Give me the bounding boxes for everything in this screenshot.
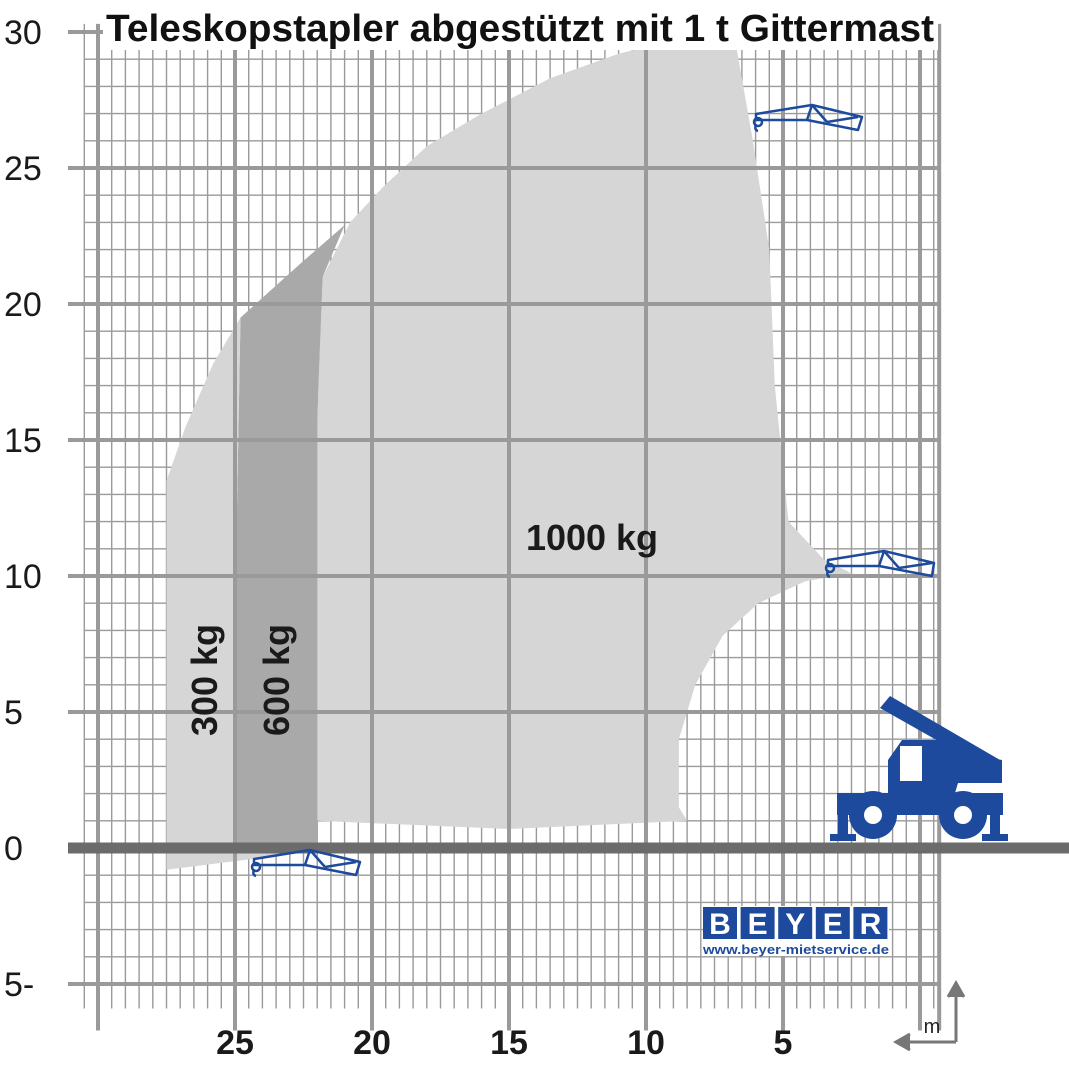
major-grid [68, 23, 942, 1031]
title-background [103, 4, 938, 50]
x-axis-ticks: 25 20 15 10 5 [216, 1024, 792, 1062]
zone-1000-kg [317, 32, 852, 829]
y-tick-label: 15 [4, 422, 42, 460]
logo-url: www.beyer-mietservice.de [702, 942, 889, 957]
x-tick-label: 25 [216, 1024, 254, 1062]
logo-letter: R [860, 908, 882, 941]
logo-letter: B [709, 908, 731, 941]
y-tick-label: 5 [4, 694, 23, 732]
logo-letter: E [748, 908, 768, 941]
logo-letter-box [778, 907, 813, 939]
x-tick-label: 5 [774, 1024, 793, 1062]
hook-icon [824, 549, 936, 579]
logo-letter-box [740, 907, 775, 939]
y-tick-background [0, 967, 62, 1001]
chart-title: Teleskopstapler abgestützt mit 1 t Gitte… [106, 8, 934, 50]
y-tick-label: 20 [4, 286, 42, 324]
y-tick-background [0, 695, 62, 729]
logo-letter-box [815, 907, 850, 939]
hook-icon [250, 848, 362, 878]
logo-letter: E [823, 908, 843, 941]
x-axis-unit: m [924, 1016, 941, 1038]
x-tick-label: 15 [490, 1024, 528, 1062]
zone-label-600: 600 kg [256, 624, 297, 736]
y-tick-background [0, 287, 62, 321]
axis-arrow-icon [892, 979, 966, 1052]
zone-600-kg [235, 225, 345, 849]
logo-letter-box [853, 907, 888, 939]
y-tick-background [0, 831, 62, 865]
zone-label-1000: 1000 kg [526, 517, 658, 558]
y-tick-label: 10 [4, 558, 42, 596]
y-tick-label: 5- [4, 966, 34, 1004]
y-tick-label: 25 [4, 150, 42, 188]
zone-300-kg [166, 317, 318, 870]
y-tick-label: 30 [4, 14, 42, 52]
y-tick-label: 0 [4, 830, 23, 868]
y-tick-background [0, 15, 62, 49]
logo-letter-box [703, 907, 737, 939]
y-tick-background [0, 151, 62, 185]
logo-letter: Y [785, 908, 805, 941]
y-tick-background [0, 559, 62, 593]
load-zones [166, 32, 852, 870]
hook-icon [752, 103, 864, 133]
y-tick-background [0, 423, 62, 457]
x-tick-label: 20 [353, 1024, 391, 1062]
telehandler-icon [830, 696, 1008, 841]
x-tick-label: 10 [627, 1024, 665, 1062]
y-axis-ticks: 30 25 20 15 10 5 0 5- [0, 14, 62, 1004]
zone-label-300: 300 kg [184, 624, 225, 736]
